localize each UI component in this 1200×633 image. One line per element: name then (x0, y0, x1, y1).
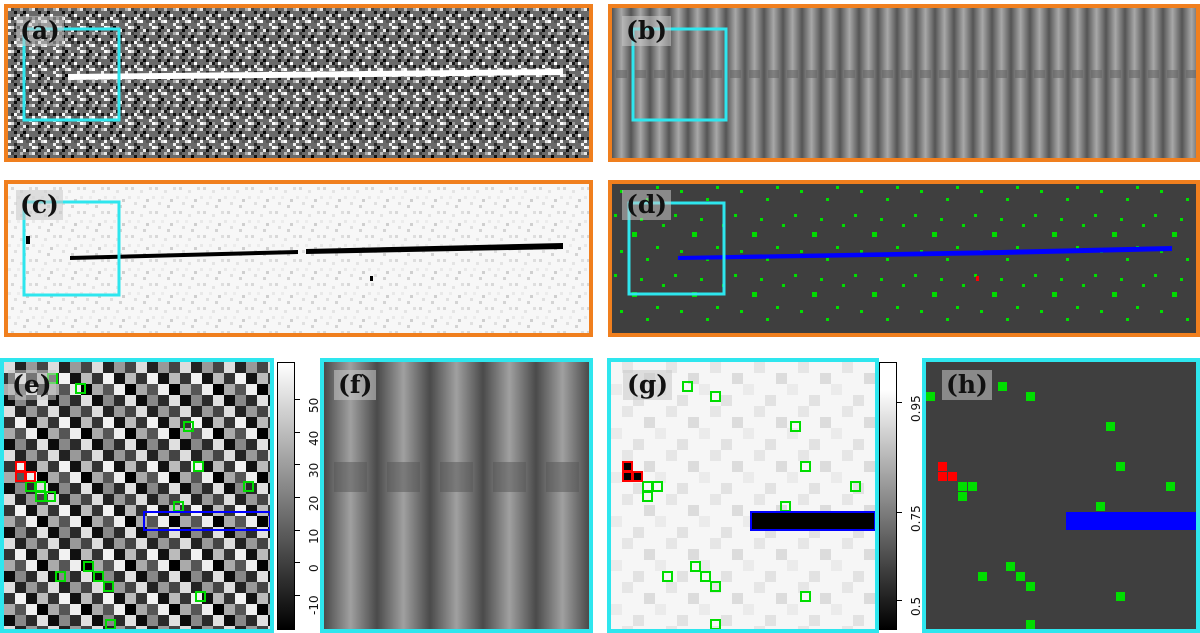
colorbar-e-tick-10: 10 (307, 528, 321, 544)
panel-b-image (612, 8, 1196, 158)
colorbar-e-tick-30: 30 (307, 462, 321, 478)
colorbar-e-tick-50: 50 (307, 397, 321, 413)
panel-g-image (611, 362, 875, 629)
panel-h: (h) (922, 358, 1200, 633)
panel-d: (d) (608, 180, 1200, 337)
panel-b: (b) (608, 4, 1200, 162)
colorbar-e: 50 40 30 20 10 0 -10 (277, 362, 321, 630)
colorbar-g-tick-095: 0.95 (909, 395, 923, 422)
panel-f-image (324, 362, 589, 629)
panel-h-image (926, 362, 1196, 629)
panel-f: (f) (320, 358, 593, 633)
panel-a-label: (a) (16, 16, 64, 46)
colorbar-e-tick-0: 0 (307, 564, 321, 572)
panel-g: (g) (607, 358, 879, 633)
panel-c-label: (c) (16, 190, 63, 220)
panel-e: (e) (0, 358, 274, 633)
panel-b-label: (b) (622, 16, 672, 46)
colorbar-g-tick-05: 0.5 (909, 596, 923, 616)
panel-g-label: (g) (623, 370, 673, 400)
panel-f-label: (f) (334, 370, 377, 400)
panel-c: (c) (4, 180, 593, 337)
colorbar-e-tick-20: 20 (307, 495, 321, 511)
panel-e-label: (e) (8, 370, 56, 400)
panel-d-label: (d) (622, 190, 672, 220)
colorbar-e-tick-40: 40 (307, 430, 321, 446)
panel-d-image (612, 184, 1196, 333)
panel-a: (a) (4, 4, 593, 162)
colorbar-g-tick-075: 0.75 (909, 505, 923, 532)
panel-e-image (4, 362, 270, 629)
colorbar-g: 0.95 0.75 0.5 (879, 362, 923, 630)
panel-c-image (8, 184, 589, 333)
colorbar-e-tick-neg10: -10 (307, 595, 321, 615)
panel-a-image (8, 8, 589, 158)
panel-h-label: (h) (942, 370, 992, 400)
